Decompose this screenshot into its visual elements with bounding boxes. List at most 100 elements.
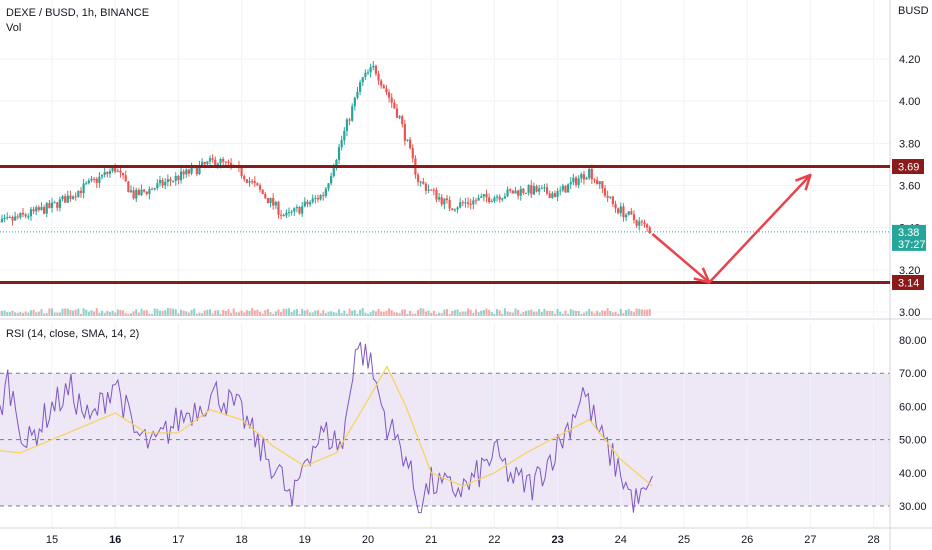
last-price-badge: 3.38 37:27 [892, 224, 926, 251]
candle-body [416, 174, 420, 182]
candle-body [427, 189, 430, 191]
volume-bar [432, 310, 435, 316]
volume-bar [164, 310, 167, 316]
volume-bar [485, 308, 488, 316]
volume-bar [22, 313, 25, 316]
candle-body [179, 171, 183, 181]
volume-bar [482, 309, 485, 316]
candle-body [501, 198, 504, 200]
volume-bar [274, 311, 277, 316]
time-axis: 15 16 17 18 19 20 21 22 23 24 25 26 27 28 [46, 534, 880, 546]
volume-bar [211, 313, 214, 316]
candle-body [71, 196, 75, 199]
candle-body [124, 175, 127, 182]
candle-body [353, 97, 356, 107]
volume-bar [137, 312, 140, 316]
candle-body [619, 206, 622, 214]
candle-body [148, 188, 151, 195]
candle-body [77, 190, 80, 198]
candle-body [469, 203, 472, 205]
candle-body [269, 197, 272, 204]
volume-bar [617, 313, 620, 316]
volume-bar [29, 310, 32, 316]
candle-body [14, 216, 17, 221]
candle-body [598, 181, 601, 185]
candle-body [243, 176, 246, 180]
candle-body [129, 190, 133, 193]
volume-bar [27, 312, 30, 316]
price-tick-label: 4.00 [899, 96, 920, 108]
volume-bar [132, 311, 135, 316]
volume-bar [601, 310, 604, 316]
rsi-tick-label: 70.00 [899, 368, 927, 380]
candle-body [79, 190, 83, 194]
candle-body [274, 201, 277, 206]
candle-body [366, 72, 370, 74]
candle-body [106, 172, 109, 174]
candle-body [203, 161, 206, 165]
candle-body [48, 203, 51, 208]
volume-bar [374, 311, 377, 316]
candle-body [588, 168, 591, 178]
volume-bar [64, 308, 67, 316]
candle-body [340, 140, 343, 147]
candle-body [37, 207, 40, 211]
volume-bar [187, 312, 190, 316]
candle-body [517, 190, 520, 196]
candle-body [580, 174, 583, 179]
volume-bar [253, 310, 256, 316]
candle-body [419, 181, 422, 183]
volume-bar [556, 308, 559, 316]
candle-body [201, 161, 204, 166]
volume-bar [143, 310, 146, 316]
volume-bar [548, 310, 551, 316]
price-tick-label: 3.60 [899, 181, 920, 193]
rsi-line [0, 342, 653, 514]
time-tick-label: 19 [299, 534, 311, 546]
candle-body [438, 197, 441, 200]
candle-body [177, 175, 180, 181]
volume-bar [472, 312, 475, 316]
candle-body [519, 188, 522, 196]
candle-body [248, 181, 251, 183]
volume-bar [45, 313, 48, 316]
candle-body [498, 196, 501, 200]
volume-bar [259, 311, 262, 316]
candle-body [382, 85, 385, 89]
volume-bar [395, 312, 398, 316]
candle-body [224, 161, 227, 163]
candle-body [369, 67, 372, 73]
candle-body [432, 189, 435, 191]
volume-bar [364, 312, 367, 316]
rsi-sma-line [0, 365, 653, 487]
time-tick-label: 26 [741, 534, 753, 546]
candle-body [172, 180, 175, 182]
candle-body [345, 119, 349, 131]
volume-bar [596, 310, 599, 316]
volume-bar [611, 312, 614, 316]
candle-body [401, 116, 404, 125]
volume-bar [540, 311, 543, 316]
volume-bar [406, 313, 409, 316]
candle-body [609, 196, 612, 198]
candle-body [214, 159, 217, 166]
candle-body [8, 217, 11, 219]
candle-body [208, 158, 212, 162]
candle-body [648, 227, 651, 234]
candle-body [161, 180, 164, 186]
time-tick-label: 28 [867, 534, 879, 546]
candle-body [140, 189, 143, 196]
candle-body [164, 182, 167, 186]
rsi-axis: 30.00 40.00 50.00 60.00 70.00 80.00 [899, 335, 927, 513]
volume-bar [551, 311, 554, 316]
candle-body [395, 108, 399, 118]
time-tick-label: 15 [46, 534, 58, 546]
price-axis: 3.003.203.403.603.804.004.20 [899, 54, 920, 319]
volume-bar [440, 313, 443, 316]
candle-body [245, 179, 248, 183]
volume-bar [585, 311, 588, 316]
volume-bar [553, 313, 556, 316]
volume-bar [546, 310, 549, 316]
volume-bar [443, 309, 446, 316]
candle-body [424, 183, 428, 191]
